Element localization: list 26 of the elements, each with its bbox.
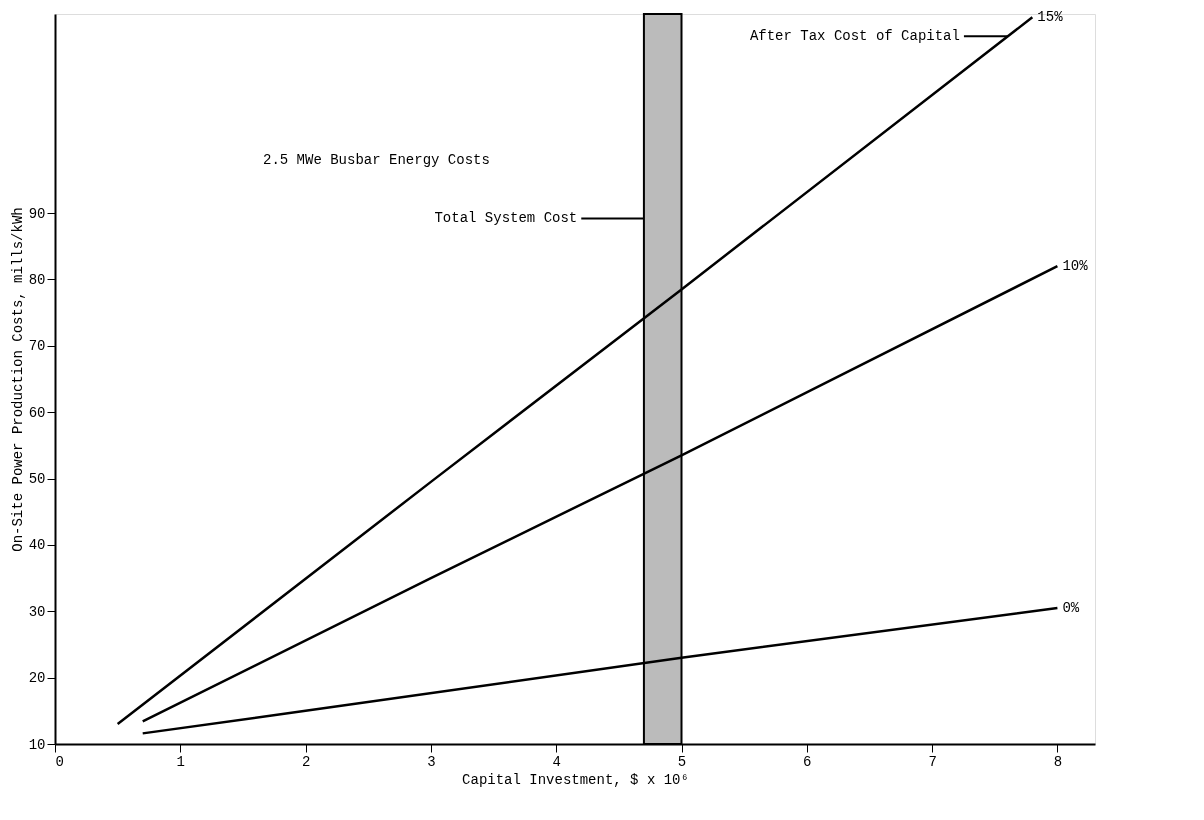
y-tick-label: 30 [28,603,46,620]
x-tick-label: 5 [677,753,687,770]
text: 2.5 MWe Busbar Energy Costs [263,152,490,168]
y-tick-label: 60 [28,404,46,421]
x-tick-label: 2 [301,753,311,770]
x-tick-label: 8 [1053,753,1063,770]
series-label: 0% [1062,599,1080,616]
x-tick-label: 4 [552,753,561,770]
x-tick-label: 0 [55,753,64,770]
x-axis-title: Capital Investment, $ x 10⁶ [462,771,689,788]
x-tick-label: 3 [427,753,436,770]
y-tick-label: 20 [28,670,46,687]
x-tick-label: 1 [176,753,185,770]
y-axis-title: On-Site Power Production Costs, mills/kWh [9,207,26,552]
x-tick-label: 7 [928,753,937,770]
legend-title: After Tax Cost of Capital [749,28,960,45]
y-tick-label: 40 [28,537,46,554]
y-tick-label: 50 [28,471,46,488]
x-tick-label: 6 [803,753,812,770]
y-tick-label: 10 [28,736,46,753]
y-tick-label: 70 [28,338,46,355]
band-label: Total System Cost [434,210,578,227]
series-label: 15% [1037,9,1064,26]
y-tick-label: 80 [28,271,46,288]
y-tick-label: 90 [28,205,46,222]
series-label: 10% [1062,258,1089,275]
